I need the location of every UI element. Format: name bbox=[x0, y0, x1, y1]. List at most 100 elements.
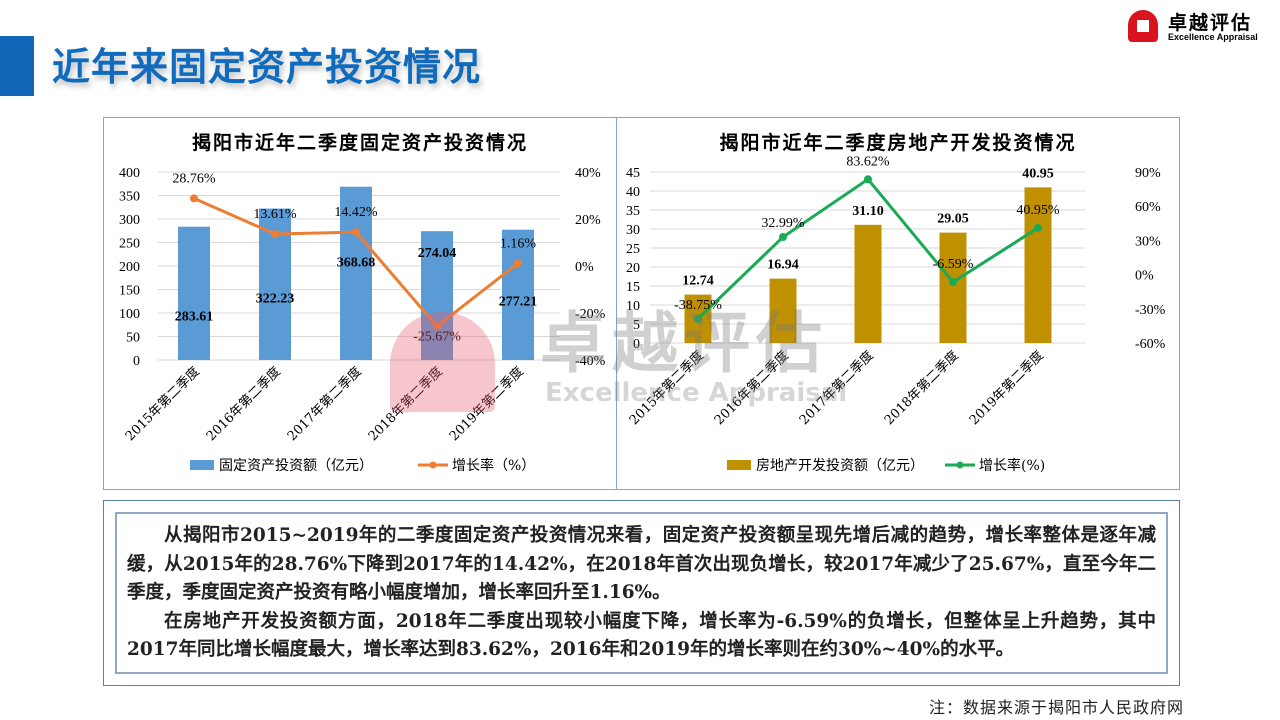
logo-cn: 卓越评估 bbox=[1168, 12, 1253, 34]
legend-line-marker bbox=[956, 461, 964, 469]
chart-title: 揭阳市近年二季度固定资产投资情况 bbox=[192, 131, 528, 154]
y-tick-label: 5 bbox=[633, 318, 640, 333]
bar bbox=[939, 232, 967, 343]
logo-en: Excellence Appraisal bbox=[1168, 32, 1258, 42]
growth-rate-point bbox=[271, 230, 279, 239]
bar-data-label: 322.23 bbox=[256, 292, 295, 307]
line-data-label: 83.62% bbox=[846, 154, 890, 169]
x-tick-label: 2017年第二季度 bbox=[796, 348, 877, 429]
legend-bar-label: 房地产开发投资额（亿元） bbox=[756, 458, 924, 474]
growth-rate-point bbox=[352, 228, 360, 237]
x-tick-label: 2015年第二季度 bbox=[626, 348, 707, 429]
line-data-label: 13.61% bbox=[253, 207, 297, 222]
y-tick-label: 0 bbox=[133, 354, 140, 369]
bar bbox=[1024, 187, 1052, 343]
y2-tick-label: -60% bbox=[1135, 337, 1166, 352]
y2-tick-label: -20% bbox=[575, 307, 606, 322]
bar-data-label: 277.21 bbox=[499, 295, 538, 310]
x-tick-label: 2018年第二季度 bbox=[365, 364, 446, 445]
x-tick-label: 2019年第二季度 bbox=[446, 364, 527, 445]
bar bbox=[502, 229, 534, 360]
bar bbox=[769, 278, 797, 343]
growth-rate-point bbox=[1034, 223, 1042, 232]
legend-bar-label: 固定资产投资额（亿元） bbox=[219, 458, 373, 474]
legend-bar-swatch bbox=[190, 460, 214, 470]
y2-tick-label: -30% bbox=[1135, 303, 1166, 318]
bar-data-label: 12.74 bbox=[682, 274, 714, 289]
y-tick-label: 20 bbox=[626, 261, 640, 276]
y-tick-label: 250 bbox=[119, 237, 140, 252]
x-tick-label: 2016年第二季度 bbox=[203, 364, 284, 445]
growth-rate-point bbox=[514, 259, 522, 268]
line-data-label: 40.95% bbox=[1016, 203, 1060, 218]
growth-rate-point bbox=[433, 322, 441, 331]
y2-tick-label: 30% bbox=[1135, 234, 1161, 249]
legend-line-marker bbox=[429, 461, 437, 469]
legend-bar-swatch bbox=[727, 460, 751, 470]
line-data-label: -25.67% bbox=[413, 329, 461, 344]
y-tick-label: 300 bbox=[119, 213, 140, 228]
y-tick-label: 40 bbox=[626, 185, 640, 200]
y2-tick-label: 90% bbox=[1135, 166, 1161, 181]
bar-data-label: 29.05 bbox=[937, 212, 969, 227]
line-data-label: 28.76% bbox=[172, 171, 216, 186]
growth-rate-point bbox=[864, 175, 872, 184]
y2-tick-label: 60% bbox=[1135, 200, 1161, 215]
growth-rate-point bbox=[949, 278, 957, 287]
x-tick-label: 2018年第二季度 bbox=[881, 348, 962, 429]
bar-data-label: 40.95 bbox=[1022, 166, 1054, 181]
chart-title: 揭阳市近年二季度房地产开发投资情况 bbox=[719, 131, 1076, 154]
y2-tick-label: 0% bbox=[1135, 269, 1154, 284]
growth-rate-point bbox=[779, 232, 787, 241]
y2-tick-label: 40% bbox=[575, 166, 601, 181]
y-tick-label: 0 bbox=[633, 337, 640, 352]
logo: 卓越评估 Excellence Appraisal bbox=[1128, 8, 1273, 44]
bar-data-label: 283.61 bbox=[175, 310, 214, 325]
y2-tick-label: 20% bbox=[575, 213, 601, 228]
y2-tick-label: -40% bbox=[575, 354, 606, 369]
bar-data-label: 274.04 bbox=[418, 246, 457, 261]
y-tick-label: 400 bbox=[119, 166, 140, 181]
page-title: 近年来固定资产投资情况 bbox=[52, 45, 482, 89]
line-data-label: 14.42% bbox=[334, 205, 378, 220]
chart-real-estate-frame bbox=[616, 117, 1180, 490]
summary-box: 从揭阳市2015~2019年的二季度固定资产投资情况来看，固定资产投资额呈现先增… bbox=[115, 512, 1168, 674]
line-data-label: 1.16% bbox=[500, 236, 537, 251]
y-tick-label: 15 bbox=[626, 280, 640, 295]
bar bbox=[178, 226, 210, 360]
y-tick-label: 150 bbox=[119, 284, 140, 299]
growth-rate-point bbox=[190, 194, 198, 203]
y-tick-label: 25 bbox=[626, 242, 640, 257]
title-accent-bar bbox=[0, 36, 34, 96]
y-tick-label: 350 bbox=[119, 190, 140, 205]
growth-rate-point bbox=[694, 314, 702, 323]
y-tick-label: 10 bbox=[626, 299, 640, 314]
bar bbox=[340, 186, 372, 360]
line-data-label: 32.99% bbox=[761, 216, 805, 231]
y-tick-label: 35 bbox=[626, 204, 640, 219]
bar bbox=[421, 231, 453, 360]
line-data-label: -6.59% bbox=[933, 257, 974, 272]
bar-data-label: 31.10 bbox=[852, 204, 884, 219]
y-tick-label: 30 bbox=[626, 223, 640, 238]
bar-data-label: 16.94 bbox=[767, 258, 799, 273]
bar-data-label: 368.68 bbox=[337, 256, 376, 271]
y-tick-label: 45 bbox=[626, 166, 640, 181]
footnote: 注：数据来源于揭阳市人民政府网 bbox=[928, 698, 1184, 717]
x-tick-label: 2016年第二季度 bbox=[711, 348, 792, 429]
summary-paragraph-2: 在房地产开发投资额方面，2018年二季度出现较小幅度下降，增长率为-6.59%的… bbox=[127, 610, 1156, 661]
y-tick-label: 100 bbox=[119, 307, 140, 322]
x-tick-label: 2015年第二季度 bbox=[122, 364, 203, 445]
summary-paragraph-1: 从揭阳市2015~2019年的二季度固定资产投资情况来看，固定资产投资额呈现先增… bbox=[127, 525, 1156, 603]
x-tick-label: 2017年第二季度 bbox=[284, 364, 365, 445]
y-tick-label: 50 bbox=[126, 331, 140, 346]
summary-outer-frame bbox=[103, 500, 1180, 686]
x-tick-label: 2019年第二季度 bbox=[966, 348, 1047, 429]
bar bbox=[854, 224, 882, 343]
line-data-label: -38.75% bbox=[674, 298, 722, 313]
legend-line-label: 增长率(%) bbox=[979, 457, 1045, 474]
y-tick-label: 200 bbox=[119, 260, 140, 275]
legend-line-label: 增长率（%） bbox=[452, 457, 535, 474]
y2-tick-label: 0% bbox=[575, 260, 594, 275]
